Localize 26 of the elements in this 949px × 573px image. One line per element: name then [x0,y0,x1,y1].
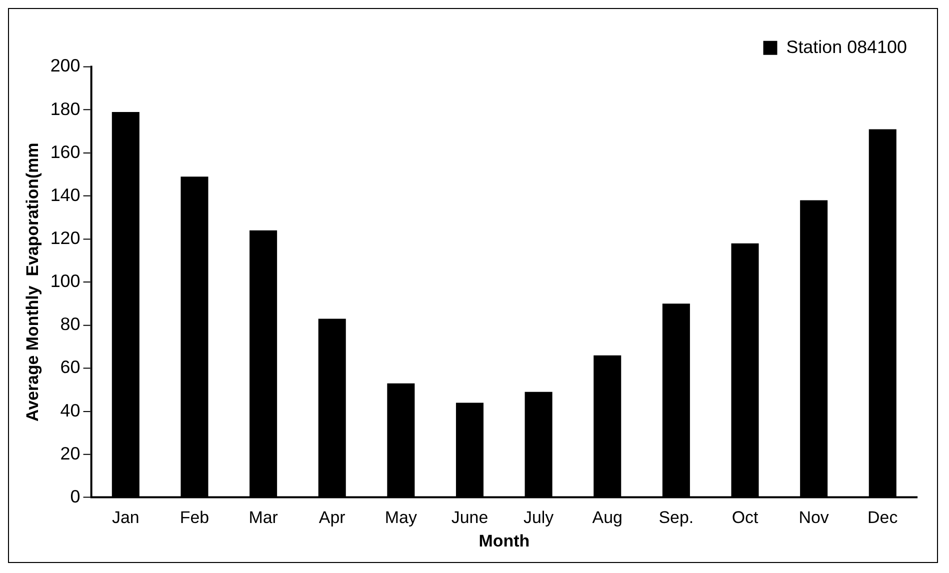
x-tick-label: July [523,508,554,528]
y-tick-label: 0 [70,486,80,506]
x-tick-label: Dec [868,508,898,528]
y-tick-label: 80 [60,314,80,334]
y-tick-label: 60 [60,357,80,378]
y-tick-label: 180 [50,98,80,119]
x-tick-label: Jan [112,508,140,528]
y-tick-label: 200 [50,56,80,76]
y-tick-label: 160 [50,142,80,162]
x-tick-label: May [384,508,418,528]
y-axis-title: Average Monthly Evaporation(mm [22,142,42,422]
y-tick-label: 120 [50,228,80,248]
y-tick-label: 100 [50,271,80,292]
y-tick-label: 40 [60,400,80,420]
x-tick-label: Nov [798,508,830,528]
x-tick-label: Feb [180,508,210,528]
x-tick-label: Mar [248,508,278,528]
x-tick-label: Aug [592,508,622,528]
x-tick-label: Sep. [658,508,694,528]
legend-label: Station 084100 [786,36,908,57]
x-tick-label: Apr [318,508,346,528]
x-tick-label: June [451,508,488,528]
y-tick-label: 20 [60,443,80,464]
x-tick-label: Oct [732,508,758,528]
y-tick-label: 140 [50,184,80,205]
x-axis-title: Month [478,532,530,551]
